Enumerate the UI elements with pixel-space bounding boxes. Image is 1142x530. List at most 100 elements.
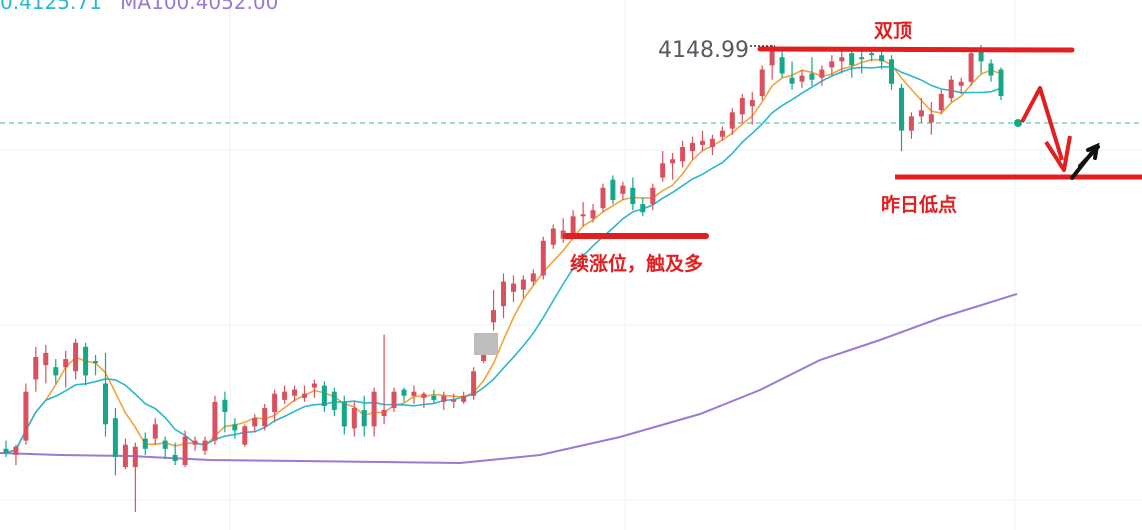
candle-body bbox=[321, 385, 327, 406]
candle-body bbox=[918, 110, 924, 117]
candle-body bbox=[660, 163, 666, 178]
candle-body bbox=[640, 204, 646, 213]
candle-body bbox=[461, 395, 467, 402]
candle-body bbox=[471, 371, 477, 396]
candle-body bbox=[759, 69, 765, 96]
candle-body bbox=[252, 418, 258, 427]
candle-body bbox=[192, 440, 198, 445]
candle-body bbox=[43, 352, 49, 366]
candle-body bbox=[550, 228, 556, 245]
annotation-double-top: 双顶 bbox=[874, 20, 913, 42]
candle-body bbox=[958, 81, 964, 86]
candle-body bbox=[331, 391, 337, 411]
candle-body bbox=[908, 116, 914, 131]
ma-fast-line bbox=[5, 58, 1002, 454]
candle-body bbox=[311, 383, 317, 388]
candle-body bbox=[948, 79, 954, 99]
candle-body bbox=[690, 142, 695, 152]
candle-body bbox=[73, 342, 79, 372]
candle-body bbox=[700, 140, 705, 145]
candle-body bbox=[530, 273, 536, 282]
candle-body bbox=[610, 179, 616, 200]
up-arrow bbox=[1070, 142, 1100, 180]
annotation-yesterday-low: 昨日低点 bbox=[881, 194, 958, 216]
ma-mid-line bbox=[5, 66, 1002, 454]
candle-body bbox=[23, 391, 29, 441]
candle-body bbox=[302, 393, 307, 398]
candle-body bbox=[560, 230, 566, 239]
candle-body bbox=[968, 53, 974, 82]
candle-body bbox=[779, 57, 785, 74]
down-arrow-head bbox=[1044, 135, 1072, 172]
candle-body bbox=[182, 436, 188, 466]
candle-body bbox=[869, 53, 875, 56]
candle-body bbox=[570, 216, 576, 235]
candle-body bbox=[769, 49, 775, 66]
candle-body bbox=[162, 440, 168, 449]
candle-body bbox=[391, 391, 397, 408]
annotation-continuation: 续涨位，触及多 bbox=[570, 253, 704, 275]
candle-body bbox=[849, 53, 855, 66]
candle-body bbox=[142, 438, 148, 449]
candle-body bbox=[401, 389, 407, 396]
high-price-label: 4148.99 bbox=[658, 38, 749, 63]
candle-body bbox=[600, 187, 606, 209]
candle-body bbox=[292, 389, 297, 396]
candle-body bbox=[520, 279, 526, 290]
candle-body bbox=[152, 424, 158, 439]
candle-body bbox=[122, 444, 128, 468]
candle-body bbox=[899, 87, 904, 131]
ma-slow-line bbox=[0, 293, 1018, 465]
candle-body bbox=[938, 93, 944, 111]
candle-body bbox=[411, 391, 417, 396]
candle-body bbox=[63, 359, 69, 368]
candle-body bbox=[132, 446, 138, 468]
candle-body bbox=[511, 283, 516, 292]
candle-body bbox=[620, 185, 626, 194]
candle-body bbox=[998, 69, 1004, 96]
ma-legend-b: MA100.4052.00 bbox=[120, 0, 279, 14]
candle-body bbox=[928, 114, 934, 123]
ma-legend: 0.4125.71 MA100.4052.00 bbox=[0, 0, 290, 14]
candle-body bbox=[680, 147, 686, 162]
candle-body bbox=[829, 61, 835, 68]
candle-body bbox=[859, 57, 865, 60]
candle-body bbox=[580, 214, 586, 217]
candle-body bbox=[889, 59, 894, 84]
candle-body bbox=[242, 426, 248, 445]
ma-legend-a: 0.4125.71 bbox=[0, 0, 102, 14]
candle-body bbox=[799, 75, 805, 82]
candle-body bbox=[103, 383, 108, 425]
candle-body bbox=[33, 357, 39, 380]
candle-body bbox=[441, 395, 447, 402]
candle-body bbox=[262, 408, 268, 427]
candle-body bbox=[630, 187, 636, 205]
candle-body bbox=[819, 69, 825, 78]
marker-block bbox=[474, 333, 498, 355]
candle-body bbox=[222, 399, 228, 412]
candle-body bbox=[202, 440, 208, 451]
candle-body bbox=[739, 98, 745, 115]
candle-body bbox=[351, 408, 357, 429]
candle-body bbox=[719, 130, 725, 137]
candle-body bbox=[3, 448, 9, 453]
candle-body bbox=[341, 401, 347, 427]
candle-body bbox=[112, 418, 118, 457]
candle-body bbox=[421, 393, 427, 398]
candle-body bbox=[431, 395, 437, 400]
candle-body bbox=[93, 361, 98, 364]
candle-body bbox=[729, 112, 735, 129]
candle-body bbox=[709, 138, 715, 147]
candle-body bbox=[282, 391, 288, 400]
candle-body bbox=[361, 410, 367, 427]
candle-body bbox=[540, 240, 546, 276]
candle-body bbox=[749, 100, 755, 107]
candle-body bbox=[501, 281, 506, 307]
candle-body bbox=[212, 401, 218, 441]
candle-body bbox=[491, 310, 496, 323]
candle-body bbox=[879, 55, 885, 62]
candle-body bbox=[272, 393, 278, 413]
candle-body bbox=[381, 410, 387, 417]
